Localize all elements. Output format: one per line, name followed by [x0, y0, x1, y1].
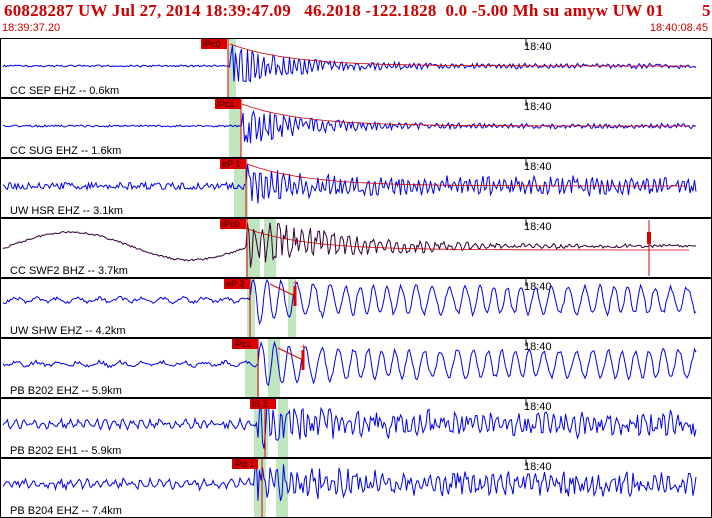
waveform-trace — [2, 402, 697, 449]
channel-panel: 18:40 iPc0 CC SWF2 BHZ -- 3.7km — [0, 218, 712, 278]
pick-flag-label: eP 1 — [222, 159, 240, 169]
waveform-trace — [2, 45, 697, 83]
coda-decay-line — [246, 163, 687, 187]
channel-panel: 18:40 iPc0 CC SEP EHZ -- 0.6km — [0, 38, 712, 98]
end-time: 18:40:08.45 — [649, 22, 708, 34]
channel-panel: 18:40 eP 1 UW HSR EHZ -- 3.1km — [0, 158, 712, 218]
pick-flag — [215, 99, 241, 109]
waveform-trace — [2, 340, 697, 387]
pick-window — [246, 219, 260, 277]
pick-flag — [250, 399, 276, 409]
waveform-trace — [2, 163, 697, 204]
pick-flag-label: eP 2 — [226, 279, 244, 289]
pick-flag — [220, 219, 246, 229]
channel-label: UW HSR EHZ -- 3.1km — [10, 205, 123, 217]
amplitude-marker — [269, 283, 296, 297]
page-number: 5 — [702, 1, 711, 20]
time-marker-label: 18:40 — [524, 41, 552, 53]
pick-flag-label: iPd 1 — [234, 459, 255, 469]
channel-label: CC SUG EHZ -- 1.6km — [10, 145, 121, 157]
channel-label: PB B202 EHZ -- 5.9km — [10, 385, 122, 397]
pick-flag — [224, 279, 250, 289]
pick-flag — [232, 339, 258, 349]
pick-flag-label: iPc1 — [234, 339, 252, 349]
waveform-trace — [2, 463, 697, 502]
pick-window — [229, 99, 241, 157]
event-title: 60828287 UW Jul 27, 2014 18:39:47.09 46.… — [4, 1, 664, 20]
pick-flag-label: iS 1 — [252, 399, 268, 409]
time-marker-label: 18:40 — [524, 461, 552, 473]
pick-flag — [232, 459, 258, 469]
pick-window — [247, 279, 255, 337]
channel-label: CC SWF2 BHZ -- 3.7km — [10, 265, 128, 277]
channel-panel: 18:40 iPc1 + PB B202 EHZ -- 5.9km — [0, 338, 712, 398]
time-marker-label: 18:40 — [524, 281, 552, 293]
channel-label: UW SHW EHZ -- 4.2km — [10, 325, 126, 337]
pick-flag-label: iPc1 — [217, 99, 235, 109]
channel-panel: 18:40 iPc1 CC SUG EHZ -- 1.6km — [0, 98, 712, 158]
pick-window — [264, 219, 276, 277]
channel-label: PB B204 EHZ -- 7.4km — [10, 505, 122, 517]
waveform-trace — [2, 109, 697, 144]
pick-window — [245, 339, 259, 397]
pick-flag — [201, 39, 227, 49]
amplitude-marker: + — [293, 278, 298, 288]
pick-window — [228, 39, 236, 97]
time-marker-label: 18:40 — [524, 101, 552, 113]
coda-decay-line — [241, 103, 690, 127]
channel-panel: 18:40 eP 2 + UW SHW EHZ -- 4.2km — [0, 278, 712, 338]
time-marker-label: 18:40 — [524, 221, 552, 233]
seismogram-header: 60828287 UW Jul 27, 2014 18:39:47.09 46.… — [0, 0, 712, 38]
amplitude-marker: + — [301, 342, 306, 352]
start-time: 18:39:37.20 — [2, 22, 61, 34]
channel-panel: 18:40 iS 1 PB B202 EH1 -- 5.9km — [0, 398, 712, 458]
seismogram-panel: 18:40 iPc0 CC SEP EHZ -- 0.6km 18:40 iPc1 CC … — [0, 38, 712, 518]
pick-flag-label: iPc0 — [222, 219, 240, 229]
waveform-trace — [2, 222, 697, 268]
amplitude-marker — [277, 347, 304, 361]
time-marker-label: 18:40 — [524, 341, 552, 353]
pick-flag — [220, 159, 246, 169]
amplitude-marker — [647, 232, 651, 244]
waveform-trace — [2, 278, 697, 326]
time-marker-label: 18:40 — [524, 401, 552, 413]
channel-label: PB B202 EH1 -- 5.9km — [10, 445, 121, 457]
time-marker-label: 18:40 — [524, 161, 552, 173]
channel-label: CC SEP EHZ -- 0.6km — [10, 85, 119, 97]
pick-flag-label: iPc0 — [203, 39, 221, 49]
coda-decay-line — [229, 43, 690, 67]
coda-decay-line — [244, 227, 689, 251]
channel-panel: 18:40 iPd 1 PB B204 EHZ -- 7.4km — [0, 458, 712, 518]
